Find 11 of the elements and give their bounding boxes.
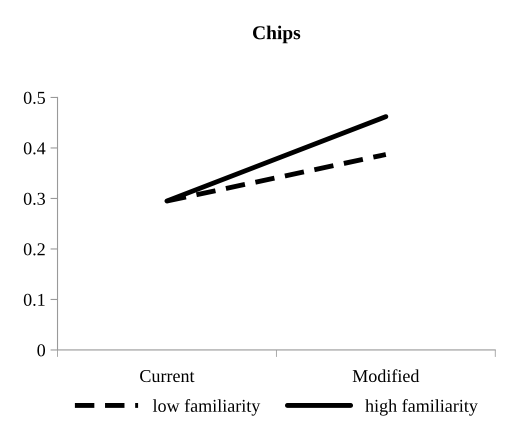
- x-tick-label: Current: [140, 370, 194, 382]
- legend-label: high familiarity: [365, 399, 478, 416]
- y-tick-label: 0.1: [24, 294, 45, 306]
- y-tick-label: 0: [37, 344, 46, 356]
- x-tick-label: Modified: [352, 369, 420, 382]
- y-tick-label: 0.4: [24, 142, 46, 154]
- y-tick-label: 0.5: [24, 92, 46, 104]
- y-tick-label: 0.2: [24, 243, 45, 256]
- chart-title: Chips: [253, 26, 300, 44]
- y-tick-label: 0.3: [24, 192, 46, 205]
- legend-label: low familiarity: [152, 399, 260, 416]
